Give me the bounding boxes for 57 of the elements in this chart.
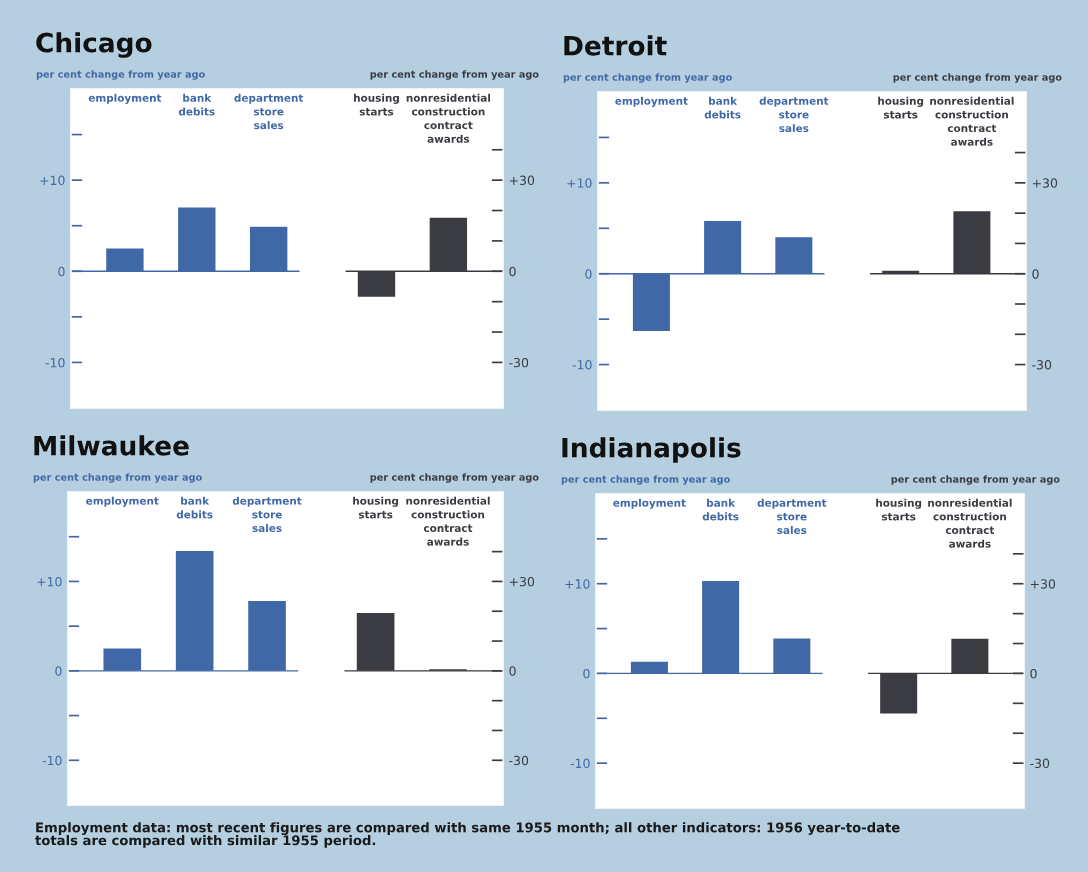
y-tick-label: +10 (40, 175, 65, 186)
y-tick-label: 0 (55, 666, 62, 676)
y2-tick-label: +30 (509, 576, 535, 587)
y2-tick-label: -30 (509, 357, 529, 368)
y2-tick-label: -30 (509, 755, 529, 766)
x-tick-label: bank debits (178, 93, 215, 116)
y-tick-label: +10 (567, 178, 592, 188)
y-tick-label: 0 (58, 266, 65, 277)
x-tick-label: employment (88, 93, 162, 104)
chart-title: Milwaukee (34, 435, 189, 456)
x-tick-label: nonresidential construction contract awards (930, 96, 1014, 146)
y-tick-label: -10 (570, 758, 590, 769)
y2-axis-title: per cent change from year ago (891, 475, 1060, 485)
x-tick-label: department store sales (232, 496, 302, 533)
y2-tick-label: -30 (1032, 360, 1052, 370)
y2-tick-label: 0 (1030, 668, 1037, 679)
x-tick-label: department store sales (757, 498, 827, 535)
x-tick-label: bank debits (702, 498, 739, 521)
y-tick-label: +10 (37, 576, 62, 587)
y-tick-label: 0 (585, 269, 592, 279)
y-tick-label: +10 (565, 579, 590, 589)
y-tick-label: 0 (583, 668, 590, 679)
y-axis-title: per cent change from year ago (36, 70, 205, 80)
x-tick-label: bank debits (704, 96, 741, 119)
x-tick-label: housing starts (878, 96, 924, 119)
x-tick-label: employment (613, 498, 686, 509)
x-tick-label: nonresidential construction contract awards (928, 498, 1012, 548)
x-tick-label: department store sales (759, 96, 829, 133)
y2-tick-label: +30 (1030, 579, 1056, 589)
x-tick-label: bank debits (176, 496, 213, 519)
y-tick-label: -10 (45, 357, 65, 368)
chart-title: Chicago (36, 32, 152, 58)
y-tick-label: -10 (572, 360, 592, 370)
chart-title: Indianapolis (562, 437, 741, 463)
y2-tick-label: +30 (1032, 178, 1058, 188)
y-tick-label: -10 (42, 755, 62, 766)
y2-axis-title: per cent change from year ago (370, 473, 539, 483)
y2-tick-label: +30 (509, 175, 535, 186)
y2-axis-title: per cent change from year ago (893, 73, 1062, 83)
x-tick-label: employment (615, 96, 688, 107)
y2-tick-label: 0 (1032, 269, 1039, 279)
x-tick-label: housing starts (876, 498, 922, 521)
x-tick-label: nonresidential construction contract awards (406, 93, 491, 143)
y2-tick-label: 0 (509, 666, 516, 676)
x-tick-label: employment (86, 496, 159, 507)
y-axis-title: per cent change from year ago (561, 475, 730, 485)
y2-axis-title: per cent change from year ago (370, 70, 539, 80)
y-axis-title: per cent change from year ago (563, 73, 732, 83)
x-tick-label: housing starts (354, 93, 399, 116)
x-tick-label: department store sales (234, 93, 304, 130)
y2-tick-label: 0 (509, 266, 516, 277)
x-tick-label: housing starts (353, 496, 399, 519)
x-tick-label: nonresidential construction contract awards (406, 496, 490, 546)
y2-tick-label: -30 (1030, 758, 1050, 769)
text: Employment data: most recent figures are compared with same 1955 month; all other indicators: 1956 year-to-date totals are compared with similar 1955 period. (35, 822, 900, 848)
chart-title: Detroit (564, 35, 667, 56)
y-axis-title: per cent change from year ago (33, 473, 202, 483)
